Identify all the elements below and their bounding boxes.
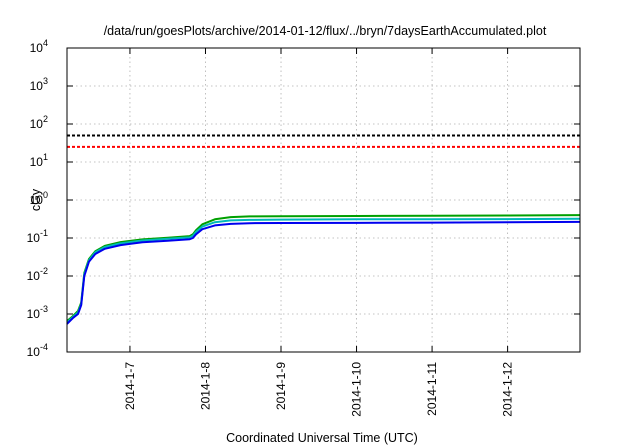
data-series	[66, 214, 581, 325]
y-tick-label: 10-1	[27, 228, 48, 245]
y-tick-label: 101	[30, 152, 48, 169]
x-axis: 2014-1-7 2014-1-8 2014-1-9 2014-1-10 2014-1-…	[123, 48, 515, 417]
x-tick-label: 2014-1-10	[350, 362, 364, 417]
x-tick-label: 2014-1-8	[198, 362, 212, 410]
y-tick-label: 100	[30, 190, 48, 207]
series-line	[66, 220, 581, 325]
x-tick-label: 2014-1-7	[123, 362, 137, 410]
y-axis: 10-4 10-3 10-2 10-1 100 101 102 103 104	[27, 38, 580, 359]
y-tick-label: 103	[30, 76, 48, 93]
x-axis-label: Coordinated Universal Time (UTC)	[226, 431, 418, 445]
chart-title: /data/run/goesPlots/archive/2014-01-12/f…	[104, 24, 547, 38]
x-tick-label: 2014-1-11	[425, 362, 439, 416]
reference-lines	[67, 134, 580, 148]
y-tick-label: 104	[30, 38, 48, 55]
y-tick-label: 102	[30, 114, 48, 131]
y-tick-label: 10-2	[27, 266, 48, 283]
y-tick-label: 10-4	[27, 342, 48, 359]
x-tick-label: 2014-1-9	[274, 362, 288, 410]
y-tick-label: 10-3	[27, 304, 48, 321]
y-axis-label: cGy	[29, 188, 43, 211]
x-tick-label: 2014-1-12	[501, 362, 515, 417]
